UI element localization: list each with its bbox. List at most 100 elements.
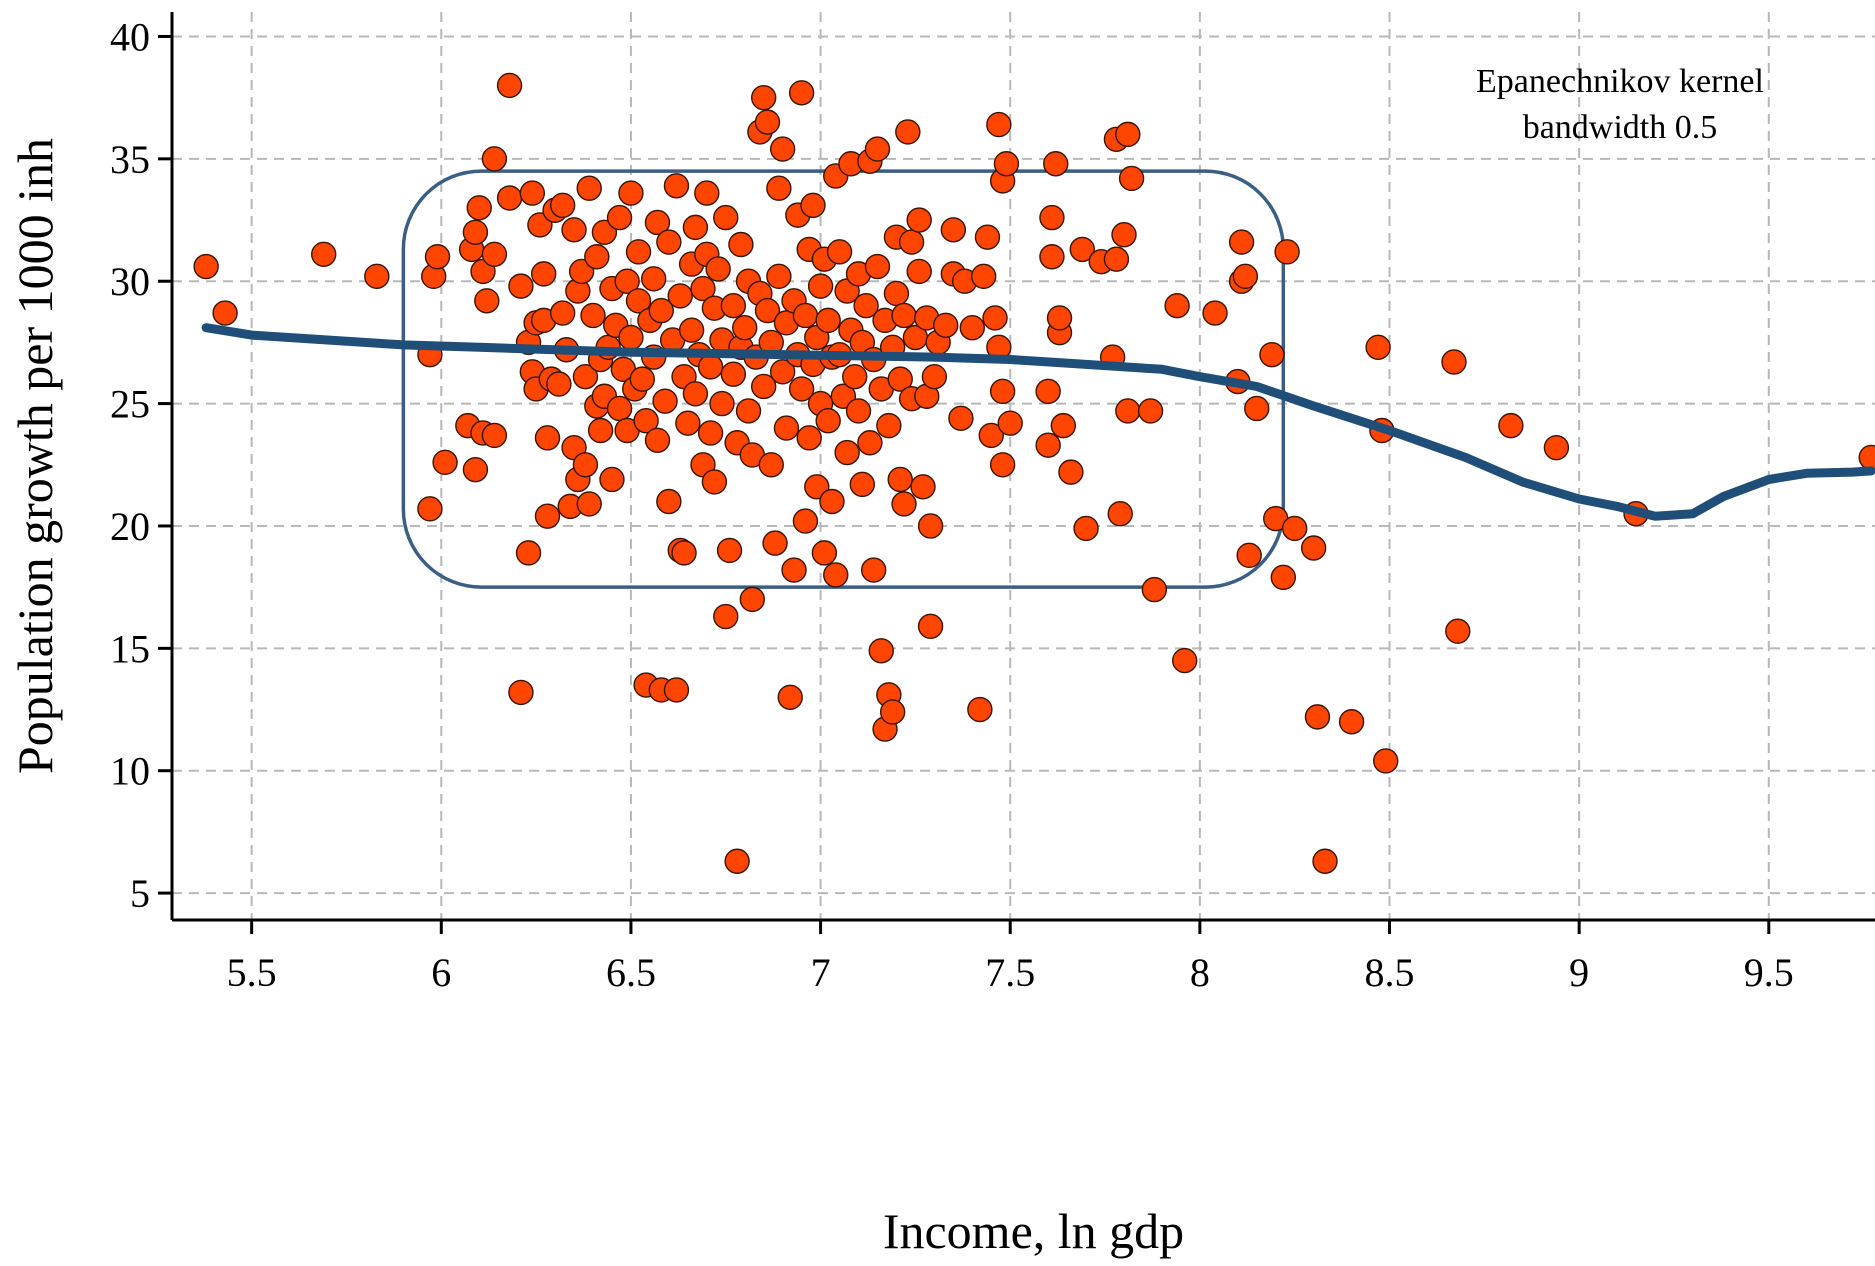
data-point-231 xyxy=(1039,204,1065,231)
data-point-107 xyxy=(709,390,735,417)
data-point-119 xyxy=(735,398,762,424)
data-point-82 xyxy=(652,388,678,414)
data-point-139 xyxy=(777,684,803,710)
data-point-110 xyxy=(713,603,739,630)
data-point-247 xyxy=(1118,165,1145,192)
data-point-87 xyxy=(663,173,690,199)
data-point-243 xyxy=(1107,501,1133,527)
data-point-21 xyxy=(496,185,523,211)
data-point-50 xyxy=(576,491,602,517)
data-point-218 xyxy=(974,224,1001,250)
data-point-17 xyxy=(481,422,508,449)
data-point-136 xyxy=(769,359,796,385)
data-point-176 xyxy=(853,292,879,319)
data-point-264 xyxy=(1300,535,1327,561)
data-point-71 xyxy=(625,239,652,265)
data-point-223 xyxy=(989,378,1016,405)
data-point-7 xyxy=(424,244,451,270)
annotation-line-2: bandwidth 0.5 xyxy=(1523,109,1718,146)
data-point-111 xyxy=(716,537,743,564)
data-point-220 xyxy=(982,305,1008,331)
data-point-273 xyxy=(1498,412,1524,439)
data-point-267 xyxy=(1338,709,1365,735)
data-point-262 xyxy=(1274,239,1300,265)
data-point-219 xyxy=(978,422,1004,449)
data-point-121 xyxy=(739,586,766,613)
x-tick-label: 9.5 xyxy=(1744,950,1794,995)
data-point-182 xyxy=(864,136,891,162)
data-point-181 xyxy=(864,253,891,280)
data-point-106 xyxy=(705,256,731,282)
data-point-263 xyxy=(1281,515,1308,542)
data-point-159 xyxy=(815,307,841,334)
data-point-227 xyxy=(997,410,1023,436)
data-point-272 xyxy=(1445,618,1471,644)
x-tick-label: 7.5 xyxy=(985,950,1035,995)
data-point-221 xyxy=(986,111,1012,138)
data-point-271 xyxy=(1441,349,1467,375)
x-tick-label: 8 xyxy=(1190,950,1210,995)
x-tick-label: 7 xyxy=(811,950,831,995)
data-point-16 xyxy=(474,288,500,314)
data-point-144 xyxy=(788,80,815,106)
y-tick-label: 20 xyxy=(110,504,150,549)
data-point-229 xyxy=(1035,432,1061,458)
x-tick-label: 9 xyxy=(1569,950,1589,995)
data-point-210 xyxy=(933,312,959,338)
data-point-113 xyxy=(720,361,747,387)
data-point-238 xyxy=(1073,515,1099,542)
data-point-109 xyxy=(713,204,739,231)
data-point-203 xyxy=(910,474,936,500)
data-point-249 xyxy=(1141,576,1168,603)
data-point-154 xyxy=(807,273,834,299)
data-point-128 xyxy=(754,297,781,324)
annotation-line-1: Epanechnikov kernel xyxy=(1476,63,1764,100)
y-axis-title: Population growth per 1000 inh xyxy=(7,138,63,774)
data-point-79 xyxy=(644,427,671,454)
data-point-5 xyxy=(417,496,443,522)
data-point-48 xyxy=(572,452,599,478)
data-point-55 xyxy=(587,417,614,444)
data-point-84 xyxy=(656,229,682,255)
data-point-67 xyxy=(618,180,644,206)
data-point-13 xyxy=(466,195,492,221)
data-point-266 xyxy=(1312,848,1338,874)
data-point-81 xyxy=(648,297,674,324)
data-point-164 xyxy=(826,239,853,265)
y-tick-label: 30 xyxy=(110,259,150,304)
data-point-250 xyxy=(1164,292,1190,319)
data-point-129 xyxy=(754,109,781,135)
grid xyxy=(172,12,1875,920)
data-point-49 xyxy=(576,175,602,201)
y-tick-label: 40 xyxy=(110,14,150,59)
data-point-126 xyxy=(750,84,777,111)
data-point-24 xyxy=(515,540,542,566)
data-point-141 xyxy=(781,557,807,583)
data-point-100 xyxy=(694,180,720,206)
data-point-207 xyxy=(917,513,944,539)
data-point-158 xyxy=(815,408,841,434)
data-point-19 xyxy=(481,146,508,172)
data-point-193 xyxy=(887,466,913,493)
data-point-252 xyxy=(1202,300,1228,326)
data-point-199 xyxy=(898,229,925,255)
data-point-235 xyxy=(1050,412,1077,439)
data-point-257 xyxy=(1236,542,1262,569)
data-point-180 xyxy=(860,557,887,583)
data-point-274 xyxy=(1543,434,1570,461)
data-point-147 xyxy=(792,302,819,329)
data-point-62 xyxy=(606,204,633,231)
data-point-127 xyxy=(750,373,777,400)
data-point-20 xyxy=(496,72,523,99)
data-point-195 xyxy=(891,302,917,329)
data-point-258 xyxy=(1244,395,1270,422)
data-point-135 xyxy=(769,136,796,162)
data-point-132 xyxy=(762,530,788,556)
data-point-177 xyxy=(857,430,883,456)
data-point-86 xyxy=(663,677,690,703)
data-point-206 xyxy=(917,613,944,640)
data-point-146 xyxy=(792,508,819,534)
data-point-244 xyxy=(1111,222,1137,248)
data-point-12 xyxy=(462,456,489,483)
